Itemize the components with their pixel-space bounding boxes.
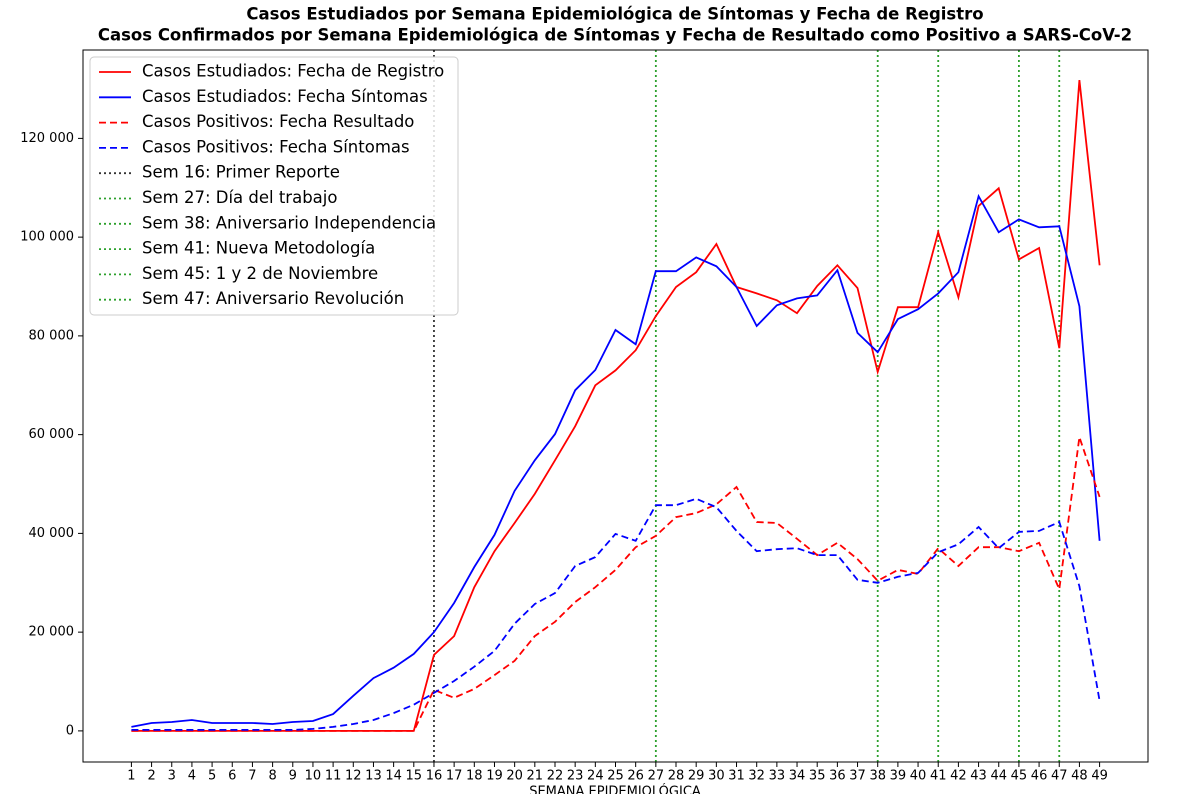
x-axis-label: SEMANA EPIDEMIOLÓGICA (529, 784, 701, 794)
x-tick-label: 48 (1071, 769, 1088, 784)
x-tick-label: 3 (168, 769, 176, 784)
x-tick-label: 23 (567, 769, 584, 784)
legend-label: Sem 45: 1 y 2 de Noviembre (142, 264, 378, 283)
data-line (131, 193, 1101, 728)
legend-label: Casos Positivos: Fecha Síntomas (142, 137, 410, 156)
chart-subtitle: Casos Confirmados por Semana Epidemiológ… (98, 26, 1132, 45)
x-tick-label: 41 (930, 769, 947, 784)
x-tick-label: 47 (1051, 769, 1068, 784)
legend-label: Casos Estudiados: Fecha Síntomas (142, 87, 428, 106)
x-tick-label: 14 (385, 769, 402, 784)
x-tick-label: 37 (849, 769, 866, 784)
x-tick-label: 31 (728, 769, 745, 784)
legend-label: Sem 16: Primer Reporte (142, 163, 340, 182)
x-tick-label: 5 (208, 769, 216, 784)
x-tick-label: 35 (809, 769, 826, 784)
x-tick-label: 9 (289, 769, 297, 784)
x-tick-label: 19 (486, 769, 503, 784)
legend-label: Sem 47: Aniversario Revolución (142, 289, 404, 308)
x-tick-label: 1 (127, 769, 135, 784)
x-tick-label: 11 (325, 769, 342, 784)
x-tick-label: 42 (950, 769, 967, 784)
x-tick-label: 10 (305, 769, 322, 784)
x-tick-label: 25 (607, 769, 624, 784)
x-tick-label: 6 (228, 769, 236, 784)
x-tick-label: 34 (789, 769, 806, 784)
x-tick-label: 22 (547, 769, 564, 784)
legend-box (89, 56, 459, 316)
x-tick-label: 40 (910, 769, 927, 784)
legend-label: Sem 38: Aniversario Independencia (142, 213, 436, 232)
x-tick-label: 2 (147, 769, 155, 784)
x-tick-label: 28 (668, 769, 685, 784)
x-tick-label: 36 (829, 769, 846, 784)
x-tick-label: 21 (527, 769, 544, 784)
x-tick-label: 8 (268, 769, 276, 784)
data-line (131, 80, 1101, 732)
legend-label: Casos Positivos: Fecha Resultado (142, 112, 414, 131)
x-tick-label: 32 (748, 769, 765, 784)
y-tick-label: 80 000 (29, 328, 75, 343)
x-tick-label: 16 (426, 769, 443, 784)
y-tick-label: 20 000 (29, 625, 75, 640)
x-tick-label: 26 (627, 769, 644, 784)
x-tick-label: 24 (587, 769, 604, 784)
x-tick-label: 7 (248, 769, 256, 784)
x-tick-label: 46 (1031, 769, 1048, 784)
x-tick-label: 20 (506, 769, 523, 784)
x-tick-label: 49 (1091, 769, 1108, 784)
x-tick-label: 17 (446, 769, 463, 784)
y-tick-label: 120 000 (20, 131, 74, 146)
x-tick-label: 27 (648, 769, 665, 784)
x-tick-label: 33 (769, 769, 786, 784)
chart-title: Casos Estudiados por Semana Epidemiológi… (246, 5, 983, 24)
y-tick-label: 0 (66, 723, 74, 738)
data-line (131, 436, 1101, 732)
x-tick-label: 44 (990, 769, 1007, 784)
x-tick-label: 45 (1011, 769, 1028, 784)
legend-label: Sem 27: Día del trabajo (142, 188, 337, 207)
x-tick-label: 15 (406, 769, 423, 784)
x-tick-label: 30 (708, 769, 725, 784)
x-tick-label: 43 (970, 769, 987, 784)
plot-frame (82, 49, 1149, 763)
x-tick-label: 18 (466, 769, 483, 784)
x-tick-label: 38 (869, 769, 886, 784)
legend-label: Sem 41: Nueva Metodología (142, 239, 375, 258)
legend-label: Casos Estudiados: Fecha de Registro (142, 62, 444, 81)
x-tick-label: 4 (188, 769, 196, 784)
y-tick-label: 100 000 (20, 230, 74, 245)
y-tick-label: 60 000 (29, 427, 75, 442)
x-tick-label: 29 (688, 769, 705, 784)
x-tick-label: 12 (345, 769, 362, 784)
x-tick-label: 39 (890, 769, 907, 784)
x-tick-label: 13 (365, 769, 382, 784)
data-line (131, 497, 1101, 731)
y-tick-label: 40 000 (29, 526, 75, 541)
